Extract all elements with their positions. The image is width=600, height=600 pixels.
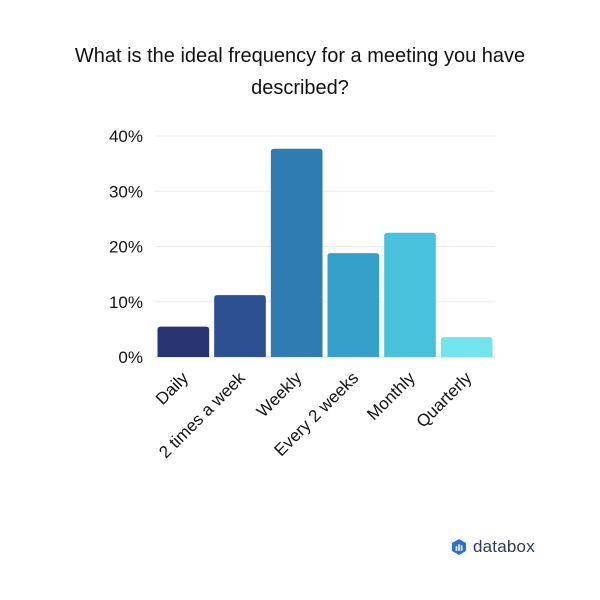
x-tick-label: Weekly xyxy=(253,368,306,421)
brand-logo: databox xyxy=(450,537,535,557)
y-tick-label: 30% xyxy=(109,182,143,201)
bar-every-2-weeks xyxy=(327,253,380,357)
bar-2-times-a-week xyxy=(214,295,266,357)
y-axis-ticks: 0% 10% 20% 30% 40% xyxy=(109,127,143,367)
databox-logo-icon xyxy=(452,539,466,555)
x-tick-label: Daily xyxy=(152,368,193,409)
bars xyxy=(157,148,493,357)
bar-weekly xyxy=(270,148,323,357)
x-tick-label: Monthly xyxy=(363,368,419,424)
y-tick-label: 10% xyxy=(109,293,143,312)
x-tick-label: Quarterly xyxy=(413,368,476,431)
chart-title: What is the ideal frequency for a meetin… xyxy=(74,45,526,99)
bar-quarterly xyxy=(440,337,493,357)
bar-monthly xyxy=(384,232,436,357)
brand-name: databox xyxy=(473,537,535,556)
y-tick-label: 40% xyxy=(109,127,143,146)
bar-daily xyxy=(157,326,210,357)
gridlines xyxy=(155,135,495,358)
y-tick-label: 20% xyxy=(109,238,143,257)
y-tick-label: 0% xyxy=(118,348,143,367)
